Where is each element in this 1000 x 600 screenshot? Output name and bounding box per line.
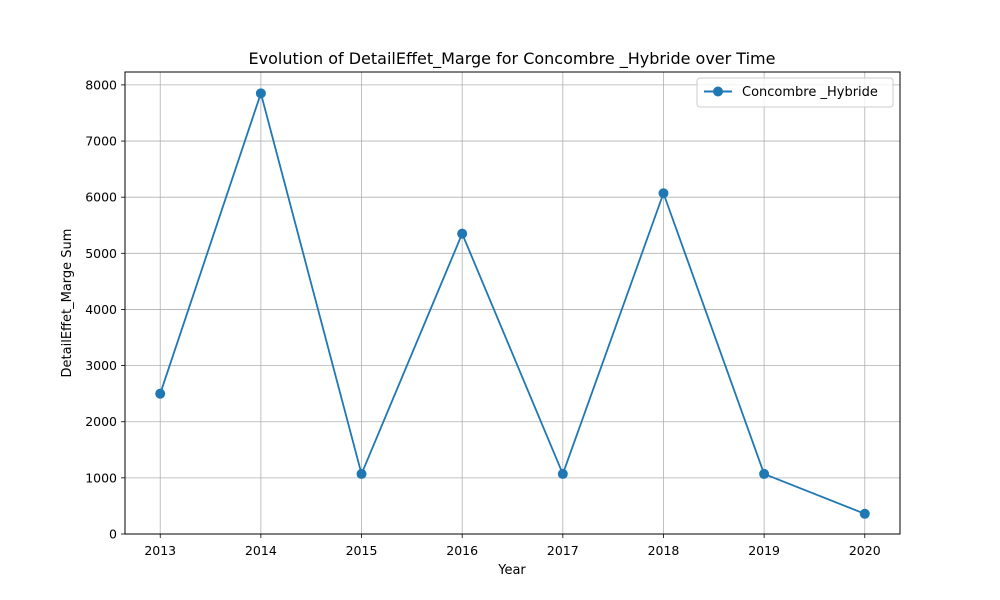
y-tick-label: 3000 <box>85 358 117 373</box>
y-axis-label: DetailEffet_Marge Sum <box>60 229 75 378</box>
data-point <box>557 468 568 479</box>
series-line <box>159 92 866 515</box>
x-tick-label: 2018 <box>648 543 680 558</box>
plot-area <box>125 72 900 534</box>
y-tick-label: 4000 <box>85 302 117 317</box>
data-point <box>155 388 166 399</box>
x-tick-label: 2020 <box>849 543 881 558</box>
x-tick-label: 2019 <box>748 543 780 558</box>
y-tick-label: 1000 <box>85 470 117 485</box>
series-layer <box>155 88 870 519</box>
x-tick-label: 2013 <box>144 543 176 558</box>
y-axis-ticks: 0 1000 2000 3000 4000 5000 6000 7000 8000 <box>85 77 125 542</box>
x-tick-label: 2015 <box>346 543 378 558</box>
legend: Concombre _Hybride <box>696 77 894 108</box>
data-point <box>759 468 770 479</box>
y-tick-label: 7000 <box>85 134 117 149</box>
x-tick-label: 2017 <box>547 543 579 558</box>
data-point <box>859 508 870 519</box>
y-tick-label: 8000 <box>85 77 117 92</box>
y-tick-label: 6000 <box>85 190 117 205</box>
x-tick-label: 2016 <box>446 543 478 558</box>
legend-marker-swatch <box>713 86 723 97</box>
y-tick-label: 0 <box>109 527 117 542</box>
data-point <box>255 88 266 99</box>
y-tick-label: 2000 <box>85 414 117 429</box>
x-tick-label: 2014 <box>245 543 277 558</box>
data-point <box>356 468 367 479</box>
chart-title: Evolution of DetailEffet_Marge for Conco… <box>249 49 776 69</box>
y-tick-label: 5000 <box>85 246 117 261</box>
legend-box <box>696 77 894 108</box>
legend-entry-label: Concombre _Hybride <box>742 85 878 100</box>
axes-frame <box>124 71 901 535</box>
data-point <box>457 228 468 239</box>
x-axis-ticks: 2013 2014 2015 2016 2017 2018 2019 2020 <box>144 534 881 558</box>
data-point <box>658 188 669 199</box>
x-axis-label: Year <box>497 563 526 578</box>
axes <box>124 71 901 535</box>
